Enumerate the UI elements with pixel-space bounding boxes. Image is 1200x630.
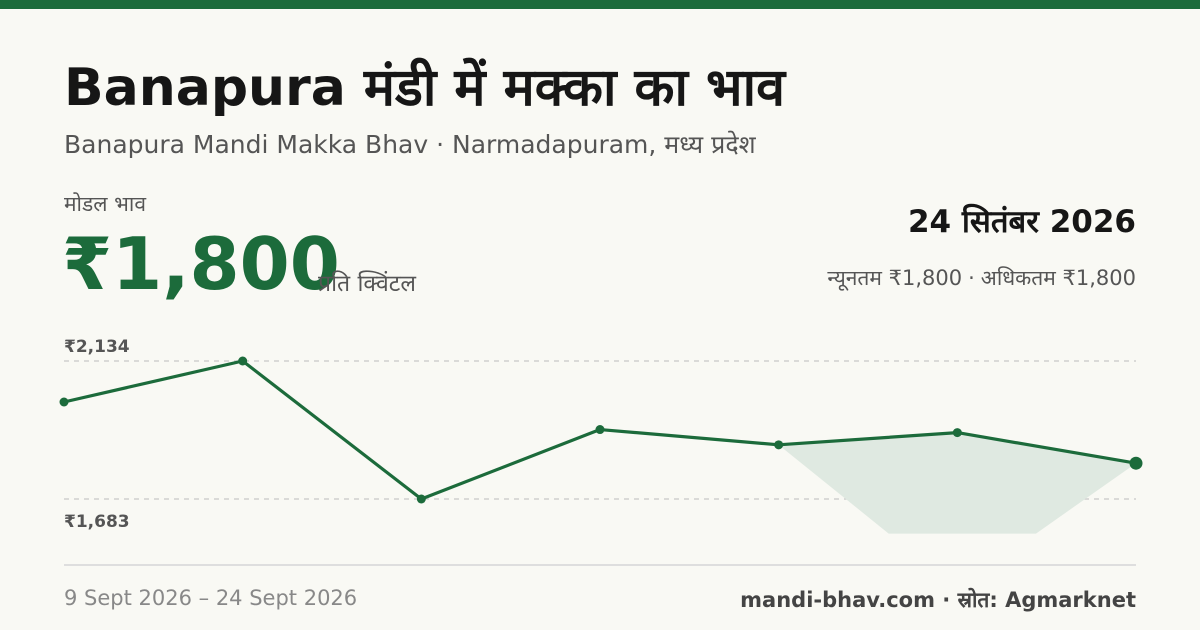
min-max-prices: न्यूनतम ₹1,800 · अधिकतम ₹1,800: [827, 264, 1136, 292]
latest-price-point: [1129, 456, 1143, 470]
price-date: 24 सितंबर 2026: [907, 204, 1136, 240]
price-unit: प्रति क्विंटल: [318, 271, 416, 297]
price-point: [238, 356, 248, 366]
modal-price-label: मोडल भाव: [64, 192, 147, 216]
date-range: 9 Sept 2026 – 24 Sept 2026: [64, 586, 358, 610]
price-point: [774, 440, 784, 450]
y-tick-label: ₹1,683: [64, 512, 130, 532]
page-subtitle: Banapura Mandi Makka Bhav · Narmadapuram…: [64, 130, 756, 159]
top-accent-bar: [0, 0, 1200, 9]
separator-dot: ·: [968, 266, 975, 290]
min-price: न्यूनतम ₹1,800: [827, 266, 963, 290]
price-point: [59, 397, 69, 407]
price-point: [416, 494, 426, 504]
page-title: Banapura मंडी में मक्का का भाव: [64, 58, 785, 118]
price-point: [595, 425, 605, 435]
modal-price: ₹1,800: [62, 222, 340, 306]
y-tick-label: ₹2,134: [64, 337, 130, 357]
source-credit: mandi-bhav.com · स्रोत: Agmarknet: [740, 588, 1136, 612]
max-price: अधिकतम ₹1,800: [980, 266, 1136, 290]
price-range-band: [778, 432, 1136, 534]
price-point: [952, 428, 962, 438]
